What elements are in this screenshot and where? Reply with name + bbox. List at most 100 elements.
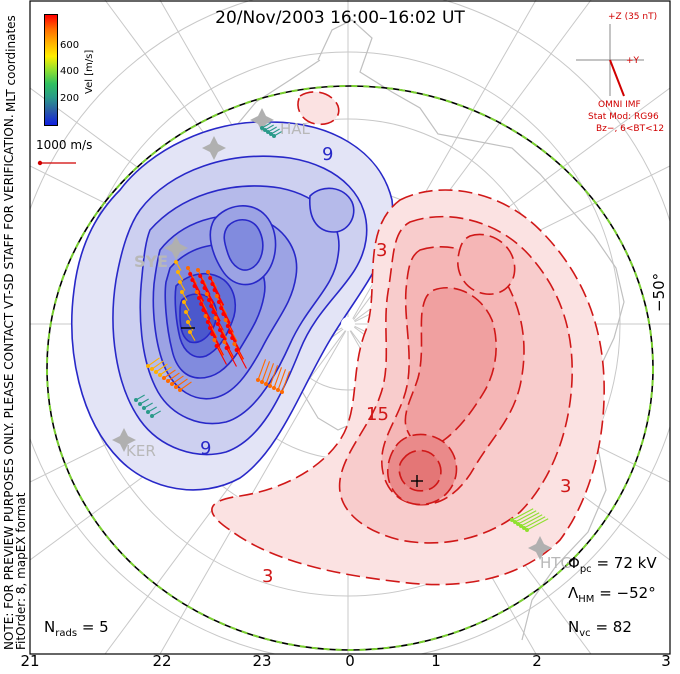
vector-line: [277, 369, 287, 391]
vector-dot: [208, 276, 213, 280]
vector-line: [227, 325, 237, 343]
vector-line: [526, 518, 549, 531]
vector-line: [217, 323, 227, 341]
latitude-label: −50°: [650, 272, 668, 312]
vector-dot: [207, 298, 211, 302]
vector-line: [261, 361, 271, 383]
vector-dot: [196, 268, 200, 272]
vector-dot: [146, 364, 150, 368]
mlt-tick: 23: [252, 652, 272, 670]
vector-line: [151, 360, 164, 370]
vector-dot: [214, 294, 219, 298]
vector-dot: [188, 330, 192, 334]
velocity-colorbar: [44, 14, 58, 126]
vector-line: [214, 289, 224, 307]
radar-count: Nrads = 5: [44, 618, 109, 639]
vector-dot: [212, 338, 217, 342]
vector-dot: [222, 340, 227, 344]
potential-drop: Φpc = 72 kV: [568, 554, 657, 575]
vector-line: [219, 329, 231, 349]
bz-bt-condition: Bz−, 6<BT<12: [596, 124, 665, 134]
vector-dot: [174, 385, 178, 389]
vector-line: [155, 363, 168, 373]
radar-marker-hal: [250, 108, 274, 132]
vector-count: Nvc = 82: [568, 618, 632, 639]
vector-dot: [225, 324, 230, 328]
vector-line: [167, 372, 180, 382]
vector-dot: [138, 402, 142, 406]
fitorder-note: FitOrder: 8, mapEX format: [14, 492, 28, 650]
vector-dot: [162, 376, 166, 380]
vector-line: [265, 363, 275, 385]
vector-line: [281, 371, 291, 393]
vector-dot: [223, 318, 228, 322]
vector-dot: [228, 330, 232, 334]
vector-dot: [210, 282, 215, 286]
contour-label: 9: [200, 438, 212, 459]
vector-line: [229, 331, 241, 351]
vector-dot: [219, 306, 224, 310]
vector-dot: [194, 290, 199, 294]
vector-dot: [158, 373, 162, 377]
vector-dot: [182, 300, 186, 304]
vector-dot: [190, 278, 195, 282]
reference-vector: [37, 160, 76, 166]
vector-line: [189, 273, 201, 293]
vector-dot: [176, 270, 180, 274]
vector-dot: [513, 520, 517, 524]
vector-dot: [170, 382, 174, 386]
vector-dot: [178, 388, 182, 392]
vector-dot: [134, 398, 138, 402]
phi-symbol: Φ: [568, 554, 580, 572]
vector-dot: [186, 266, 190, 270]
vector-dot: [178, 280, 182, 284]
vector-dot: [280, 390, 284, 394]
vector-line: [517, 512, 540, 525]
map-title: 20/Nov/2003 16:00–16:02 UT: [215, 8, 465, 28]
vector-dot: [166, 379, 170, 383]
vector-line: [199, 275, 211, 295]
vector-dot: [201, 308, 206, 312]
vector-line: [197, 269, 207, 287]
nvc-subscript: vc: [579, 628, 591, 639]
mlt-tick: 22: [152, 652, 172, 670]
vector-dot: [150, 367, 154, 371]
vector-line: [200, 303, 211, 321]
vector-dot: [269, 132, 273, 136]
plot-frame: [29, 0, 671, 655]
vector-dot: [174, 260, 178, 264]
positive-convection-cell: [211, 91, 605, 586]
vector-dot: [260, 126, 264, 130]
vector-dot: [217, 300, 221, 304]
imf-y-label: +Y: [626, 56, 640, 66]
vector-line: [222, 313, 234, 333]
radar-label-htg: HTG: [540, 554, 573, 572]
vector-dot: [256, 378, 260, 382]
vector-line: [213, 339, 224, 357]
vector-dot: [220, 334, 225, 338]
vector-dot: [263, 128, 267, 132]
nvc-symbol: N: [568, 618, 580, 636]
vector-line: [207, 271, 217, 289]
imf-clock: [576, 24, 644, 97]
negative-convection-cell: [71, 121, 394, 491]
stat-model: Stat Mod: RG96: [588, 112, 659, 122]
vector-dot: [212, 288, 217, 292]
vector-line: [223, 341, 234, 359]
vector-dot: [204, 292, 209, 296]
vector-dot: [150, 414, 154, 418]
hm-latitude: ΛHM = −52°: [568, 584, 656, 605]
vector-dot: [208, 326, 212, 330]
vector-line: [220, 307, 231, 325]
vector-line: [511, 508, 534, 521]
vector-dot: [199, 302, 204, 306]
hm-boundary: [46, 85, 654, 651]
vector-dot: [272, 134, 276, 138]
vector-dot: [215, 322, 220, 326]
phi-value: = 72 kV: [596, 554, 657, 572]
lambda-subscript: HM: [578, 594, 595, 605]
vector-dot: [516, 522, 520, 526]
radar-label-hal: HAL: [280, 120, 310, 138]
vector-dot: [260, 380, 264, 384]
vector-line: [210, 305, 221, 323]
